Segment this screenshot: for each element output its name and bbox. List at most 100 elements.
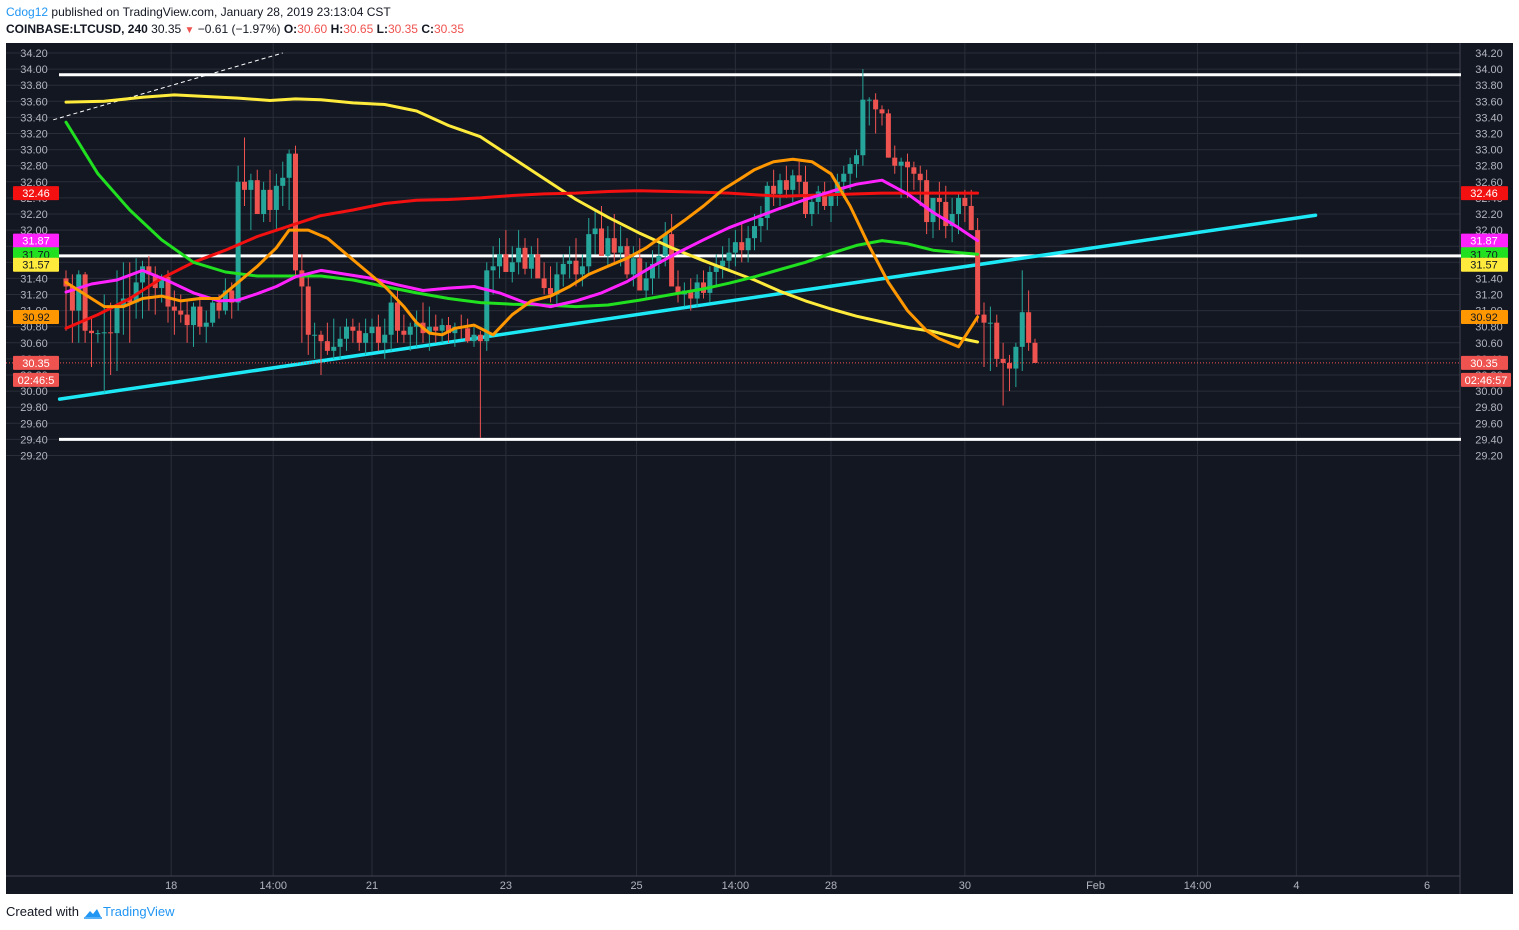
candle-body	[688, 290, 694, 299]
candle-body	[643, 278, 649, 291]
candle-body	[656, 255, 662, 264]
candle	[63, 270, 69, 331]
price-chart[interactable]: 29.20 29.20 29.40 29.40 29.60 29.60 29.80 29.80…	[6, 43, 1513, 894]
candle-body	[331, 346, 337, 351]
candle	[433, 314, 439, 343]
candle	[293, 145, 298, 279]
candle-body	[178, 310, 184, 315]
price-tick-label-right: 33.80	[1475, 80, 1503, 92]
candle	[388, 294, 394, 351]
candle-body	[1032, 342, 1038, 363]
candle-body	[471, 334, 477, 342]
candle	[688, 278, 694, 311]
open-value: 30.60	[297, 22, 328, 36]
last-value-text-left: 31.87	[22, 236, 50, 248]
candle-body	[949, 214, 955, 227]
candle-body	[1019, 312, 1025, 347]
candle	[114, 270, 120, 371]
candle	[369, 318, 375, 351]
price-tick-label-right: 32.80	[1475, 161, 1503, 173]
candle	[280, 161, 286, 206]
candle	[809, 193, 815, 227]
candle	[471, 326, 477, 347]
author-link[interactable]: Cdog12	[6, 5, 49, 19]
price-tick-label-right: 29.60	[1475, 418, 1503, 430]
candle-body	[388, 302, 394, 335]
tradingview-cloud-icon	[83, 909, 102, 919]
trend-line	[57, 213, 1318, 401]
drawings	[53, 52, 1461, 441]
low-value: 30.35	[387, 22, 418, 36]
candle	[579, 254, 585, 287]
last-value-text-right: 31.87	[1470, 236, 1498, 248]
candle	[299, 254, 305, 343]
candle-body	[726, 252, 732, 261]
candle	[305, 274, 311, 355]
candle-body	[758, 218, 764, 227]
candle-body	[841, 173, 847, 182]
candle-body	[828, 193, 834, 206]
candle-body	[426, 326, 432, 334]
candle	[503, 230, 509, 272]
candle	[414, 310, 420, 347]
candle-body	[885, 113, 891, 158]
candle	[605, 226, 611, 267]
price-tick-label-left: 34.20	[20, 48, 48, 60]
candle	[76, 270, 82, 343]
price-tick-label-right: 31.20	[1475, 290, 1503, 302]
candle	[171, 290, 177, 335]
down-arrow-icon: ▼	[184, 25, 195, 36]
price-tick-label-left: 33.40	[20, 112, 48, 124]
candle	[592, 209, 598, 255]
tradingview-brand-link[interactable]: TradingView	[102, 904, 175, 919]
candle-body	[732, 242, 738, 253]
candle-body	[133, 282, 139, 303]
candle-body	[101, 332, 107, 334]
candle	[535, 238, 541, 279]
candle	[783, 165, 789, 198]
candle	[528, 246, 534, 279]
last-value-tag-right	[1461, 310, 1508, 325]
candle-body	[548, 288, 553, 295]
chart-pane[interactable]: 29.20 29.20 29.40 29.40 29.60 29.60 29.80 29.80…	[6, 43, 1513, 894]
candle-body	[235, 181, 241, 303]
candle	[752, 214, 757, 251]
candle-body	[599, 228, 604, 256]
candle	[407, 322, 413, 351]
candle-body	[745, 238, 751, 251]
candle	[1026, 290, 1032, 351]
candle	[331, 318, 337, 359]
price-tick-label-right: 29.40	[1475, 434, 1503, 446]
candle-body	[790, 175, 796, 190]
candle	[854, 149, 859, 178]
candle	[1019, 270, 1025, 371]
candle-body	[943, 201, 949, 227]
last-value-text-left: 31.57	[22, 260, 50, 272]
last-value-text-right: 30.35	[1470, 358, 1498, 370]
price-tick-label-right: 34.00	[1475, 64, 1503, 76]
last-value-text-left: 32.46	[22, 188, 50, 200]
candle	[879, 105, 885, 126]
candle-body	[854, 155, 859, 165]
grid	[6, 43, 1460, 876]
price-tick-label-right: 30.60	[1475, 338, 1503, 350]
candle-body	[981, 314, 987, 323]
candle-body	[146, 266, 152, 275]
candles	[63, 69, 1038, 438]
candle-body	[95, 333, 101, 335]
price-tick-label-left: 32.60	[20, 177, 48, 189]
candle	[108, 302, 114, 375]
candle-body	[630, 258, 636, 275]
candle-body	[911, 167, 917, 174]
candle	[350, 318, 356, 343]
candle-body	[713, 266, 719, 272]
candle	[465, 318, 471, 343]
symbol-label[interactable]: COINBASE:LTCUSD, 240	[6, 22, 148, 36]
price-tick-label-left: 32.20	[20, 209, 48, 221]
candle	[681, 282, 687, 307]
candle-body	[509, 262, 515, 272]
candle-body	[777, 180, 783, 194]
candle-body	[834, 181, 840, 194]
candle-body	[962, 197, 968, 206]
